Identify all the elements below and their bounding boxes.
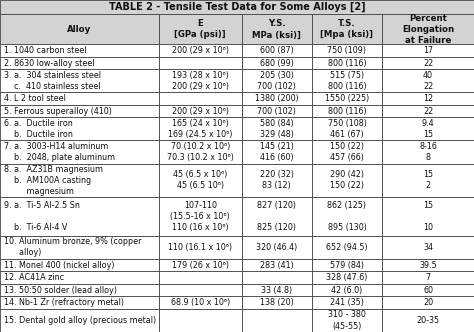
Text: 205 (30)
700 (102): 205 (30) 700 (102) — [257, 71, 296, 91]
Text: 20-35: 20-35 — [417, 316, 439, 325]
Text: 290 (42)
150 (22): 290 (42) 150 (22) — [330, 170, 364, 191]
Text: 33 (4.8): 33 (4.8) — [261, 286, 292, 295]
Text: 580 (84)
329 (48): 580 (84) 329 (48) — [260, 119, 294, 139]
Text: 241 (35): 241 (35) — [330, 298, 364, 307]
Text: 20: 20 — [423, 298, 433, 307]
Bar — [159, 284, 242, 296]
Bar — [0, 117, 159, 140]
Bar — [312, 163, 382, 197]
Text: 7: 7 — [426, 273, 430, 282]
Bar — [159, 140, 242, 163]
Text: 8. a.  AZ31B magnesium
    b.  AM100A casting
         magnesium: 8. a. AZ31B magnesium b. AM100A casting … — [4, 165, 103, 196]
Bar — [242, 92, 312, 105]
Bar — [312, 236, 382, 259]
Bar — [159, 259, 242, 272]
Text: 5. Ferrous superalloy (410): 5. Ferrous superalloy (410) — [4, 107, 112, 116]
Bar — [0, 57, 159, 69]
Text: 515 (75)
800 (116): 515 (75) 800 (116) — [328, 71, 366, 91]
Text: 22: 22 — [423, 58, 433, 67]
Text: 34: 34 — [423, 243, 433, 252]
Text: 10. Aluminum bronze, 9% (copper
      alloy): 10. Aluminum bronze, 9% (copper alloy) — [4, 237, 142, 258]
Bar — [312, 14, 382, 44]
Text: 652 (94.5): 652 (94.5) — [326, 243, 368, 252]
Bar — [312, 117, 382, 140]
Bar — [312, 140, 382, 163]
Text: 310 - 380
(45-55): 310 - 380 (45-55) — [328, 310, 366, 330]
Text: 600 (87): 600 (87) — [260, 46, 294, 55]
Text: 165 (24 x 10⁶)
169 (24.5 x 10⁶): 165 (24 x 10⁶) 169 (24.5 x 10⁶) — [168, 119, 233, 139]
Text: 12. AC41A zinc: 12. AC41A zinc — [4, 273, 64, 282]
Bar — [382, 92, 474, 105]
Bar — [382, 69, 474, 92]
Bar — [242, 309, 312, 332]
Bar — [242, 105, 312, 117]
Text: TABLE 2 - Tensile Test Data for Some Alloys [2]: TABLE 2 - Tensile Test Data for Some All… — [109, 2, 365, 12]
Bar — [242, 117, 312, 140]
Bar — [242, 296, 312, 309]
Bar — [382, 140, 474, 163]
Bar — [159, 197, 242, 236]
Bar — [0, 309, 159, 332]
Text: E
[GPa (psi)]: E [GPa (psi)] — [174, 19, 226, 40]
Bar — [312, 284, 382, 296]
Text: 15. Dental gold alloy (precious metal): 15. Dental gold alloy (precious metal) — [4, 316, 156, 325]
Text: 827 (120)

825 (120): 827 (120) 825 (120) — [257, 201, 296, 232]
Text: 1380 (200): 1380 (200) — [255, 94, 299, 103]
Text: 750 (108)
461 (67): 750 (108) 461 (67) — [328, 119, 366, 139]
Text: T.S.
[Mpa (ksi)]: T.S. [Mpa (ksi)] — [320, 19, 374, 40]
Text: 14. Nb-1 Zr (refractory metal): 14. Nb-1 Zr (refractory metal) — [4, 298, 124, 307]
Text: Y.S.
MPa (ksi)]: Y.S. MPa (ksi)] — [252, 19, 301, 40]
Text: 42 (6.0): 42 (6.0) — [331, 286, 363, 295]
Text: 150 (22)
457 (66): 150 (22) 457 (66) — [330, 142, 364, 162]
Bar — [242, 236, 312, 259]
Text: 800 (116): 800 (116) — [328, 58, 366, 67]
Text: 200 (29 x 10⁶): 200 (29 x 10⁶) — [172, 107, 229, 116]
Bar — [382, 236, 474, 259]
Text: 40
22: 40 22 — [423, 71, 433, 91]
Bar — [159, 92, 242, 105]
Bar — [382, 44, 474, 57]
Text: 3. a.  304 stainless steel
    c.  410 stainless steel: 3. a. 304 stainless steel c. 410 stainle… — [4, 71, 101, 91]
Text: 328 (47.6): 328 (47.6) — [326, 273, 368, 282]
Text: 110 (16.1 x 10⁶): 110 (16.1 x 10⁶) — [168, 243, 232, 252]
Bar — [242, 57, 312, 69]
Text: 220 (32)
83 (12): 220 (32) 83 (12) — [260, 170, 294, 191]
Bar — [312, 197, 382, 236]
Bar — [159, 105, 242, 117]
Text: 320 (46.4): 320 (46.4) — [256, 243, 298, 252]
Bar — [0, 92, 159, 105]
Text: 200 (29 x 10⁶): 200 (29 x 10⁶) — [172, 46, 229, 55]
Bar — [0, 0, 474, 14]
Bar — [242, 69, 312, 92]
Bar — [382, 259, 474, 272]
Text: 39.5: 39.5 — [419, 261, 437, 270]
Text: 15

10: 15 10 — [423, 201, 433, 232]
Text: 680 (99): 680 (99) — [260, 58, 294, 67]
Text: 862 (125)

895 (130): 862 (125) 895 (130) — [328, 201, 366, 232]
Bar — [382, 272, 474, 284]
Bar — [382, 197, 474, 236]
Bar — [312, 44, 382, 57]
Bar — [0, 14, 159, 44]
Text: Alloy: Alloy — [67, 25, 91, 34]
Bar — [312, 272, 382, 284]
Bar — [312, 259, 382, 272]
Bar — [0, 69, 159, 92]
Bar — [242, 272, 312, 284]
Text: 11. Monel 400 (nickel alloy): 11. Monel 400 (nickel alloy) — [4, 261, 115, 270]
Text: 45 (6.5 x 10⁶)
45 (6.5 10⁶): 45 (6.5 x 10⁶) 45 (6.5 10⁶) — [173, 170, 228, 191]
Bar — [242, 163, 312, 197]
Bar — [159, 272, 242, 284]
Bar — [0, 284, 159, 296]
Bar — [382, 105, 474, 117]
Text: 70 (10.2 x 10⁶)
70.3 (10.2 x 10⁶): 70 (10.2 x 10⁶) 70.3 (10.2 x 10⁶) — [167, 142, 234, 162]
Text: 9.4
15: 9.4 15 — [422, 119, 434, 139]
Text: 6. a.  Ductile iron
    b.  Ductile iron: 6. a. Ductile iron b. Ductile iron — [4, 119, 73, 139]
Text: 60: 60 — [423, 286, 433, 295]
Text: 7. a.  3003-H14 aluminum
    b.  2048, plate aluminum: 7. a. 3003-H14 aluminum b. 2048, plate a… — [4, 142, 115, 162]
Bar — [312, 69, 382, 92]
Bar — [159, 57, 242, 69]
Text: 12: 12 — [423, 94, 433, 103]
Bar — [0, 140, 159, 163]
Bar — [312, 105, 382, 117]
